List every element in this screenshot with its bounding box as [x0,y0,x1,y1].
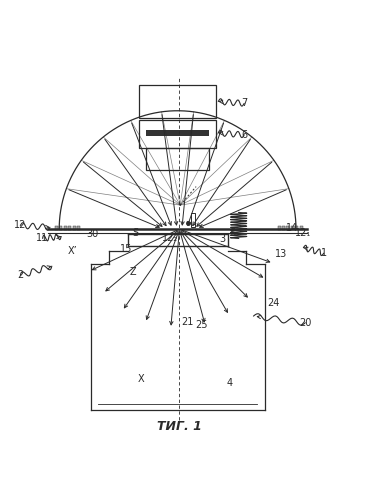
Bar [73,226,75,230]
Text: 30: 30 [86,229,99,239]
Text: 4: 4 [226,378,232,388]
Text: 20: 20 [299,318,312,328]
Bar [59,226,62,230]
Bar [286,226,289,230]
Bar [55,226,58,230]
Text: X’: X’ [67,246,77,255]
Bar [146,148,209,170]
Text: 6: 6 [241,130,247,140]
Bar [291,226,294,230]
Text: S: S [132,228,138,238]
Text: 14: 14 [286,224,299,234]
Text: 1: 1 [321,248,327,258]
Bar [295,226,298,230]
Bar [68,226,71,230]
Text: Z: Z [130,266,137,277]
Bar [300,226,303,230]
Text: 21: 21 [181,317,194,327]
Text: S: S [229,228,235,238]
Text: 25: 25 [195,320,208,330]
Bar [139,85,216,118]
Text: 24: 24 [268,298,280,308]
Bar [146,130,209,136]
Text: 11: 11 [36,234,49,244]
Text: 13: 13 [275,249,287,259]
Bar [139,120,216,148]
Bar [64,226,67,230]
Bar [278,226,280,230]
Text: 3: 3 [219,234,225,244]
Text: ΤИГ. 1: ΤИГ. 1 [157,420,202,433]
Text: 12₁: 12₁ [295,228,312,238]
Text: 12: 12 [14,221,27,231]
Bar [191,213,195,228]
Text: 2: 2 [17,270,23,280]
Bar [77,226,80,230]
Bar [282,226,285,230]
Text: 7: 7 [241,98,247,108]
Text: X: X [137,374,144,384]
Text: 12₂: 12₂ [162,233,178,243]
Text: 15: 15 [120,245,132,254]
